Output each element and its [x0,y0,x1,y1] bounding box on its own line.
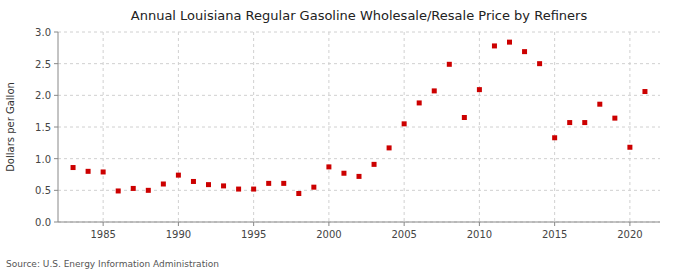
x-axis-line [58,222,660,223]
y-grid-line [58,63,660,64]
data-point [597,102,602,107]
y-tick-label: 1.5 [35,122,51,133]
data-point [206,182,211,187]
y-tick [54,63,58,64]
x-tick [404,222,405,226]
data-point [101,169,106,174]
y-tick-label: 0.0 [35,217,51,228]
y-tick-label: 2.0 [35,90,51,101]
data-point [567,120,572,125]
data-point [642,89,647,94]
axes: 0.0 0.5 1.0 1.5 2.0 2.5 3.0 1985 1990 1995 2000 200… [35,27,660,240]
data-point [447,62,452,67]
y-grid-line [58,32,660,33]
x-tick [253,222,254,226]
y-axis-line [58,32,59,222]
x-tick-label: 2010 [467,229,492,240]
y-tick-label: 0.5 [35,185,51,196]
x-grid-line [103,32,104,222]
y-tick [54,127,58,128]
data-point [71,165,76,170]
data-point [627,145,632,150]
data-point [266,181,271,186]
x-grid-line [253,32,254,222]
y-tick [54,190,58,191]
x-tick [103,222,104,226]
y-tick-label: 2.5 [35,59,51,70]
x-tick-label: 2000 [316,229,341,240]
chart-svg: Annual Louisiana Regular Gasoline Wholes… [0,0,675,275]
data-point [341,171,346,176]
data-point [131,186,136,191]
data-point [116,188,121,193]
x-tick-label: 2020 [617,229,642,240]
x-tick [629,222,630,226]
data-point [432,88,437,93]
y-grid-line [58,158,660,159]
data-point [402,121,407,126]
data-point [281,181,286,186]
y-tick-label: 3.0 [35,27,51,38]
data-point [251,187,256,192]
y-tick [54,95,58,96]
x-grid-line [178,32,179,222]
data-point [552,135,557,140]
y-grid-line [58,222,660,223]
data-point [326,164,331,169]
y-axis-label: Dollars per Gallon [5,82,16,172]
data-point [537,61,542,66]
x-grid-line [554,32,555,222]
data-point [387,145,392,150]
x-tick-label: 2015 [542,229,567,240]
data-point [612,116,617,121]
data-point [236,187,241,192]
x-grid-line [479,32,480,222]
x-tick [479,222,480,226]
data-point [357,174,362,179]
data-point [507,40,512,45]
x-tick-label: 2005 [391,229,416,240]
x-tick-label: 1985 [90,229,115,240]
data-point [176,173,181,178]
x-tick [328,222,329,226]
data-point [311,185,316,190]
data-point [296,191,301,196]
x-grid-line [328,32,329,222]
chart-title: Annual Louisiana Regular Gasoline Wholes… [131,8,588,23]
data-point [146,188,151,193]
data-point [372,162,377,167]
y-grid-line [58,127,660,128]
y-tick [54,32,58,33]
source-note: Source: U.S. Energy Information Administ… [6,259,219,269]
y-tick [54,222,58,223]
data-point [462,115,467,120]
data-point [86,169,91,174]
chart-container: Annual Louisiana Regular Gasoline Wholes… [0,0,675,275]
x-tick [178,222,179,226]
x-grid-line [629,32,630,222]
y-tick [54,158,58,159]
x-grid-line [404,32,405,222]
grid [58,32,660,222]
data-point [477,87,482,92]
data-point [492,43,497,48]
data-point [582,120,587,125]
data-point [161,182,166,187]
data-point [417,100,422,105]
data-point [191,179,196,184]
x-tick [554,222,555,226]
y-tick-label: 1.0 [35,154,51,165]
x-tick-label: 1990 [166,229,191,240]
x-tick-label: 1995 [241,229,266,240]
points [71,40,648,196]
y-grid-line [58,95,660,96]
data-point [221,183,226,188]
data-point [522,49,527,54]
